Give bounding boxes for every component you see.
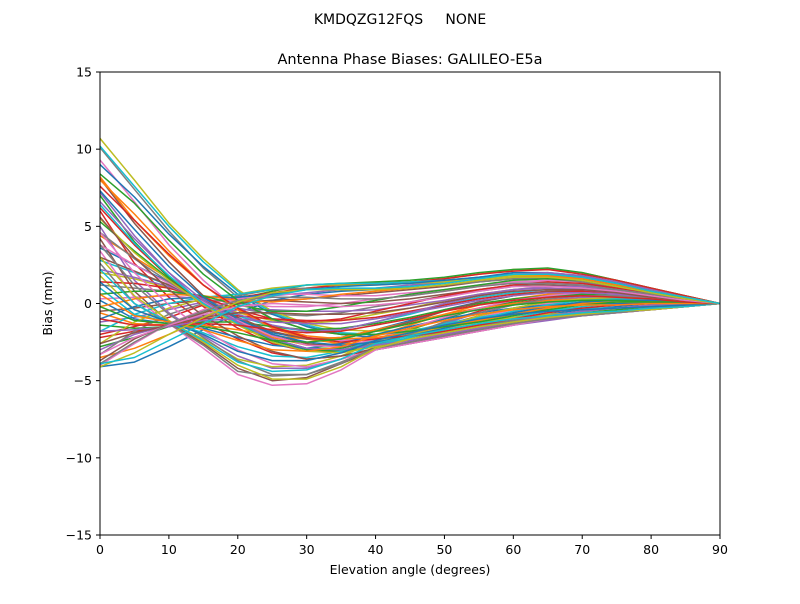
series-line bbox=[100, 281, 720, 362]
series-line bbox=[100, 299, 720, 350]
series-line bbox=[100, 299, 720, 343]
series-line bbox=[100, 173, 720, 336]
x-tick-label: 0 bbox=[96, 542, 104, 557]
y-tick-label: −15 bbox=[66, 528, 92, 543]
x-tick-label: 50 bbox=[436, 542, 452, 557]
series-group bbox=[100, 137, 720, 387]
x-axis-ticks: 0 10 20 30 40 50 60 70 80 90 bbox=[96, 535, 728, 557]
plot-area bbox=[99, 71, 721, 536]
series-line bbox=[100, 273, 720, 365]
y-axis-label: Bias (mm) bbox=[40, 271, 55, 335]
series-line bbox=[100, 282, 720, 365]
x-tick-label: 80 bbox=[643, 542, 659, 557]
figure-suptitle: KMDQZG12FQS NONE bbox=[314, 12, 486, 28]
y-axis-ticks: −15 −10 −5 0 5 10 15 bbox=[66, 65, 100, 543]
series-line bbox=[100, 204, 720, 351]
y-tick-label: 15 bbox=[76, 65, 92, 80]
y-tick-label: 5 bbox=[84, 219, 92, 234]
y-tick-label: −5 bbox=[74, 373, 92, 388]
y-tick-label: 0 bbox=[84, 296, 92, 311]
series-line bbox=[100, 268, 720, 373]
chart-title: Antenna Phase Biases: GALILEO-E5a bbox=[278, 52, 543, 68]
y-tick-label: 10 bbox=[76, 142, 92, 157]
y-tick-label: −10 bbox=[66, 450, 92, 465]
series-line bbox=[100, 293, 720, 353]
x-tick-label: 10 bbox=[161, 542, 177, 557]
x-axis-label: Elevation angle (degrees) bbox=[330, 562, 491, 577]
x-tick-label: 30 bbox=[299, 542, 315, 557]
x-tick-label: 70 bbox=[574, 542, 590, 557]
x-tick-label: 90 bbox=[712, 542, 728, 557]
x-tick-label: 60 bbox=[505, 542, 521, 557]
series-line bbox=[100, 285, 720, 356]
series-line bbox=[100, 276, 720, 368]
x-tick-label: 20 bbox=[230, 542, 246, 557]
x-tick-label: 40 bbox=[368, 542, 384, 557]
series-line bbox=[100, 244, 720, 376]
series-line bbox=[100, 291, 720, 333]
